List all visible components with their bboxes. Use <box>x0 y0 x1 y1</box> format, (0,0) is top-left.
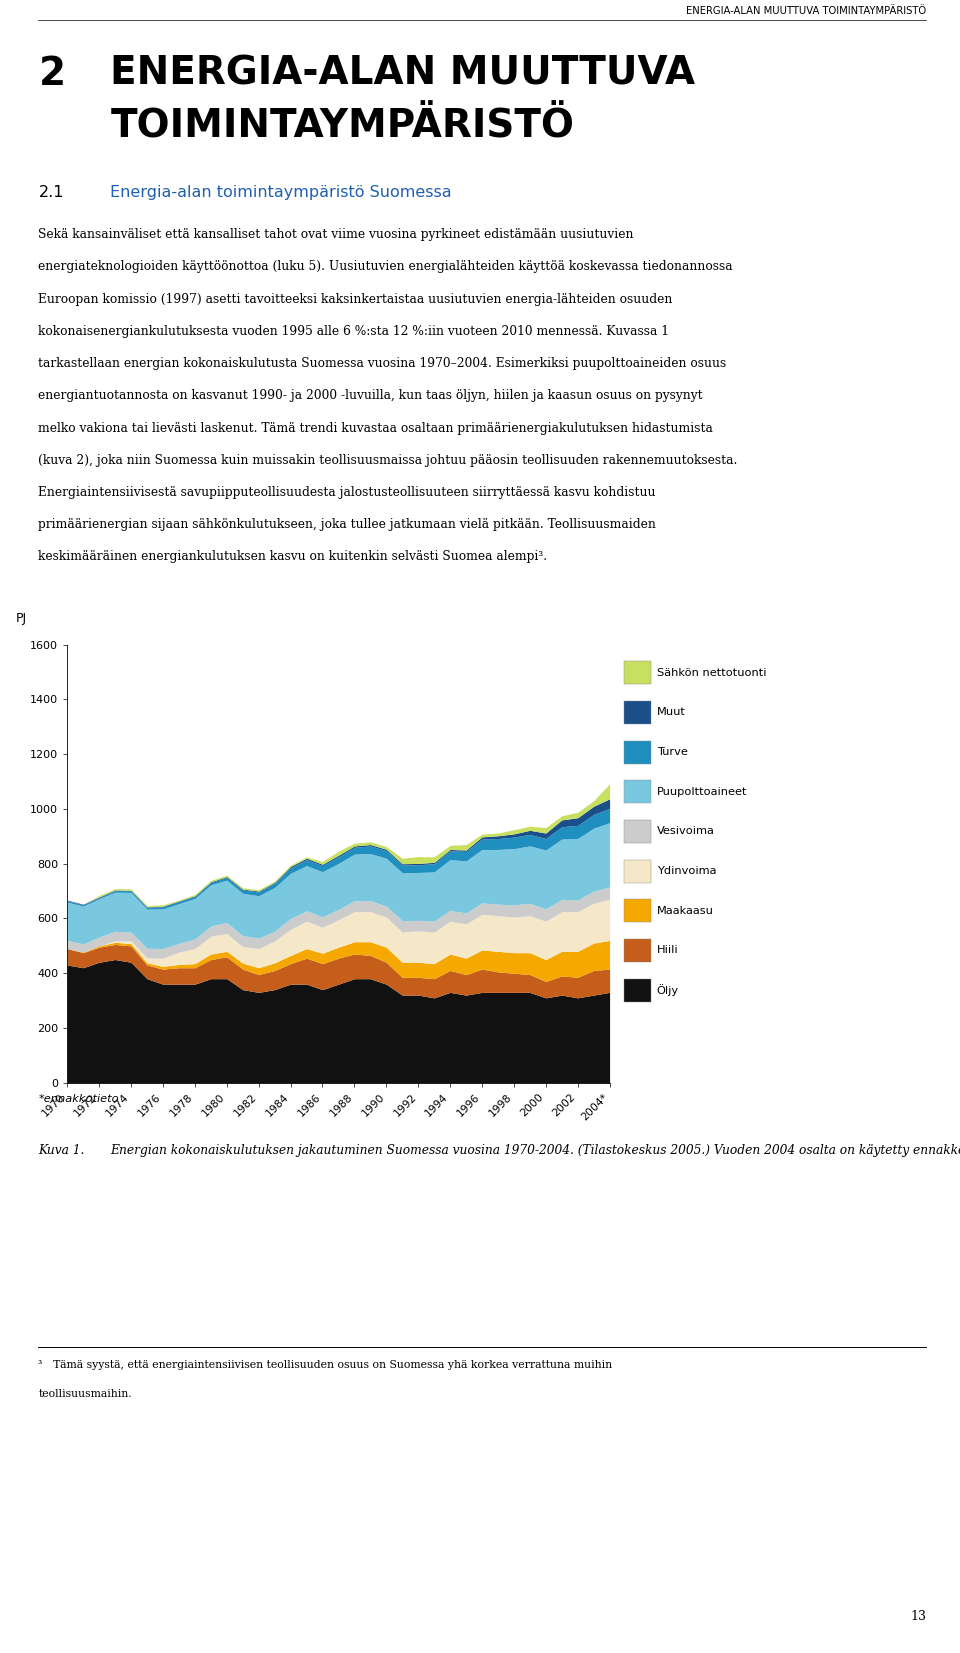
Text: energiantuotannosta on kasvanut 1990- ja 2000 -luvuilla, kun taas öljyn, hiilen : energiantuotannosta on kasvanut 1990- ja… <box>38 388 703 402</box>
Text: 2.1: 2.1 <box>38 185 64 200</box>
Text: (kuva 2), joka niin Suomessa kuin muissakin teollisuusmaissa johtuu pääosin teol: (kuva 2), joka niin Suomessa kuin muissa… <box>38 453 738 466</box>
Text: kokonaisenergiankulutuksesta vuoden 1995 alle 6 %:sta 12 %:iin vuoteen 2010 menn: kokonaisenergiankulutuksesta vuoden 1995… <box>38 324 669 337</box>
Text: PJ: PJ <box>15 612 27 625</box>
Text: Turve: Turve <box>657 747 687 757</box>
Text: Euroopan komissio (1997) asetti tavoitteeksi kaksinkertaistaa uusiutuvien energi: Euroopan komissio (1997) asetti tavoitte… <box>38 293 673 306</box>
Text: primäärienergian sijaan sähkönkulutukseen, joka tullee jatkumaan vielä pitkään. : primäärienergian sijaan sähkönkulutuksee… <box>38 519 657 531</box>
Text: Energiaintensiivisestä savupiipputeollisuudesta jalostusteollisuuteen siirryttäe: Energiaintensiivisestä savupiipputeollis… <box>38 486 656 499</box>
Text: Sekä kansainväliset että kansalliset tahot ovat viime vuosina pyrkineet edistämä: Sekä kansainväliset että kansalliset tah… <box>38 228 634 241</box>
Text: melko vakiona tai lievästi laskenut. Tämä trendi kuvastaa osaltaan primäärienerg: melko vakiona tai lievästi laskenut. Täm… <box>38 422 713 435</box>
Text: Energia-alan toimintaympäristö Suomessa: Energia-alan toimintaympäristö Suomessa <box>110 185 452 200</box>
Text: energiateknologioiden käyttöönottoa (luku 5). Uusiutuvien energialähteiden käytt: energiateknologioiden käyttöönottoa (luk… <box>38 260 733 273</box>
Text: 2: 2 <box>38 55 65 93</box>
Text: ENERGIA-ALAN MUUTTUVA TOIMINTAYMPÄRISTÖ: ENERGIA-ALAN MUUTTUVA TOIMINTAYMPÄRISTÖ <box>686 5 926 17</box>
Text: Kuva 1.: Kuva 1. <box>38 1144 84 1157</box>
Text: Vesivoima: Vesivoima <box>657 826 714 836</box>
Text: Sähkön nettotuonti: Sähkön nettotuonti <box>657 668 766 678</box>
Text: ³ Tämä syystä, että energiaintensiivisen teollisuuden osuus on Suomessa yhä kork: ³ Tämä syystä, että energiaintensiivisen… <box>38 1360 612 1370</box>
Text: Energian kokonaiskulutuksen jakautuminen Suomessa vuosina 1970-2004. (Tilastokes: Energian kokonaiskulutuksen jakautuminen… <box>110 1144 960 1157</box>
Text: Ydinvoima: Ydinvoima <box>657 866 716 876</box>
Text: Maakaasu: Maakaasu <box>657 906 713 916</box>
Text: *ennakkotieto: *ennakkotieto <box>38 1094 119 1104</box>
Text: ENERGIA-ALAN MUUTTUVA: ENERGIA-ALAN MUUTTUVA <box>110 55 696 93</box>
Text: Muut: Muut <box>657 707 685 717</box>
Text: TOIMINTAYMPÄRISTÖ: TOIMINTAYMPÄRISTÖ <box>110 107 574 145</box>
Text: Hiili: Hiili <box>657 946 679 955</box>
Text: tarkastellaan energian kokonaiskulutusta Suomessa vuosina 1970–2004. Esimerkiksi: tarkastellaan energian kokonaiskulutusta… <box>38 357 727 370</box>
Text: 13: 13 <box>910 1610 926 1623</box>
Text: Öljy: Öljy <box>657 984 679 997</box>
Text: teollisuusmaihin.: teollisuusmaihin. <box>38 1389 132 1400</box>
Text: keskimääräinen energiankulutuksen kasvu on kuitenkin selvästi Suomea alempi³.: keskimääräinen energiankulutuksen kasvu … <box>38 550 547 564</box>
Text: Puupolttoaineet: Puupolttoaineet <box>657 787 747 797</box>
